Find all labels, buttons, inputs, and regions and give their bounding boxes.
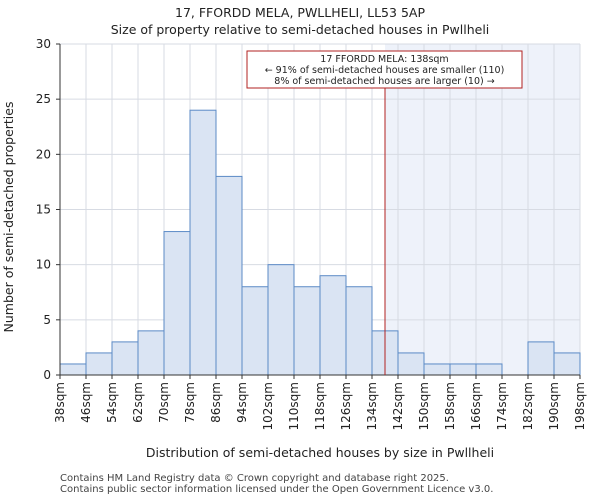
x-tick-label: 190sqm	[547, 382, 561, 430]
histogram-bar	[475, 363, 503, 376]
histogram-bar	[59, 363, 87, 376]
x-tick-label: 54sqm	[105, 382, 119, 423]
x-tick-label: 166sqm	[469, 382, 483, 430]
histogram-bar	[85, 352, 113, 376]
histogram-bar	[293, 286, 321, 376]
x-tick-label: 62sqm	[131, 382, 145, 423]
y-tick-label: 20	[36, 147, 51, 161]
x-tick-label: 126sqm	[339, 382, 353, 430]
x-tick-label: 198sqm	[573, 382, 587, 430]
x-tick-label: 70sqm	[157, 382, 171, 423]
histogram-bar	[111, 341, 139, 376]
histogram-bar	[449, 363, 477, 376]
annotation-line-3: 8% of semi-detached houses are larger (1…	[274, 76, 494, 87]
x-tick-label: 174sqm	[495, 382, 509, 430]
x-axis-title: Distribution of semi-detached houses by …	[146, 445, 494, 460]
footer: Contains HM Land Registry data © Crown c…	[60, 473, 493, 495]
footer-line-2: Contains public sector information licen…	[60, 484, 494, 495]
title-line-2: Size of property relative to semi-detach…	[110, 22, 490, 37]
x-tick-label: 102sqm	[261, 382, 275, 430]
y-tick-label: 5	[43, 313, 51, 327]
x-tick-label: 118sqm	[313, 382, 327, 430]
histogram-bar	[215, 175, 243, 376]
x-tick-label: 150sqm	[417, 382, 431, 430]
x-tick-label: 110sqm	[287, 382, 301, 430]
x-tick-label: 38sqm	[53, 382, 67, 423]
y-tick-label: 0	[43, 368, 51, 382]
annotation-box	[246, 50, 523, 89]
y-tick-label: 10	[36, 258, 51, 272]
histogram-bar	[423, 363, 451, 376]
x-tick-label: 94sqm	[235, 382, 249, 423]
histogram-bar	[527, 341, 555, 376]
y-tick-label: 15	[36, 203, 51, 217]
histogram-bar	[345, 286, 373, 376]
histogram-bar	[397, 352, 425, 376]
x-tick-label: 182sqm	[521, 382, 535, 430]
annotation-line-1: 17 FFORDD MELA: 138sqm	[320, 54, 448, 65]
x-tick-label: 158sqm	[443, 382, 457, 430]
y-tick-label: 30	[36, 37, 51, 51]
y-axis-title: Number of semi-detached properties	[1, 102, 16, 333]
histogram-bar	[267, 264, 295, 376]
x-tick-label: 142sqm	[391, 382, 405, 430]
x-tick-label: 86sqm	[209, 382, 223, 423]
title-line-1: 17, FFORDD MELA, PWLLHELI, LL53 5AP	[175, 5, 425, 20]
x-tick-label: 134sqm	[365, 382, 379, 430]
histogram-bar	[137, 330, 165, 376]
footer-line-1: Contains HM Land Registry data © Crown c…	[60, 473, 449, 484]
y-tick-label: 25	[36, 92, 51, 106]
annotation-line-2: ← 91% of semi-detached houses are smalle…	[265, 65, 505, 76]
x-tick-label: 78sqm	[183, 382, 197, 423]
histogram-bar	[319, 275, 347, 376]
chart-title: 17, FFORDD MELA, PWLLHELI, LL53 5AP Size…	[0, 4, 600, 38]
histogram-bar	[163, 231, 191, 376]
x-tick-label: 46sqm	[79, 382, 93, 423]
histogram-bar	[241, 286, 269, 376]
histogram-bar	[553, 352, 581, 376]
histogram-bar	[189, 109, 217, 376]
